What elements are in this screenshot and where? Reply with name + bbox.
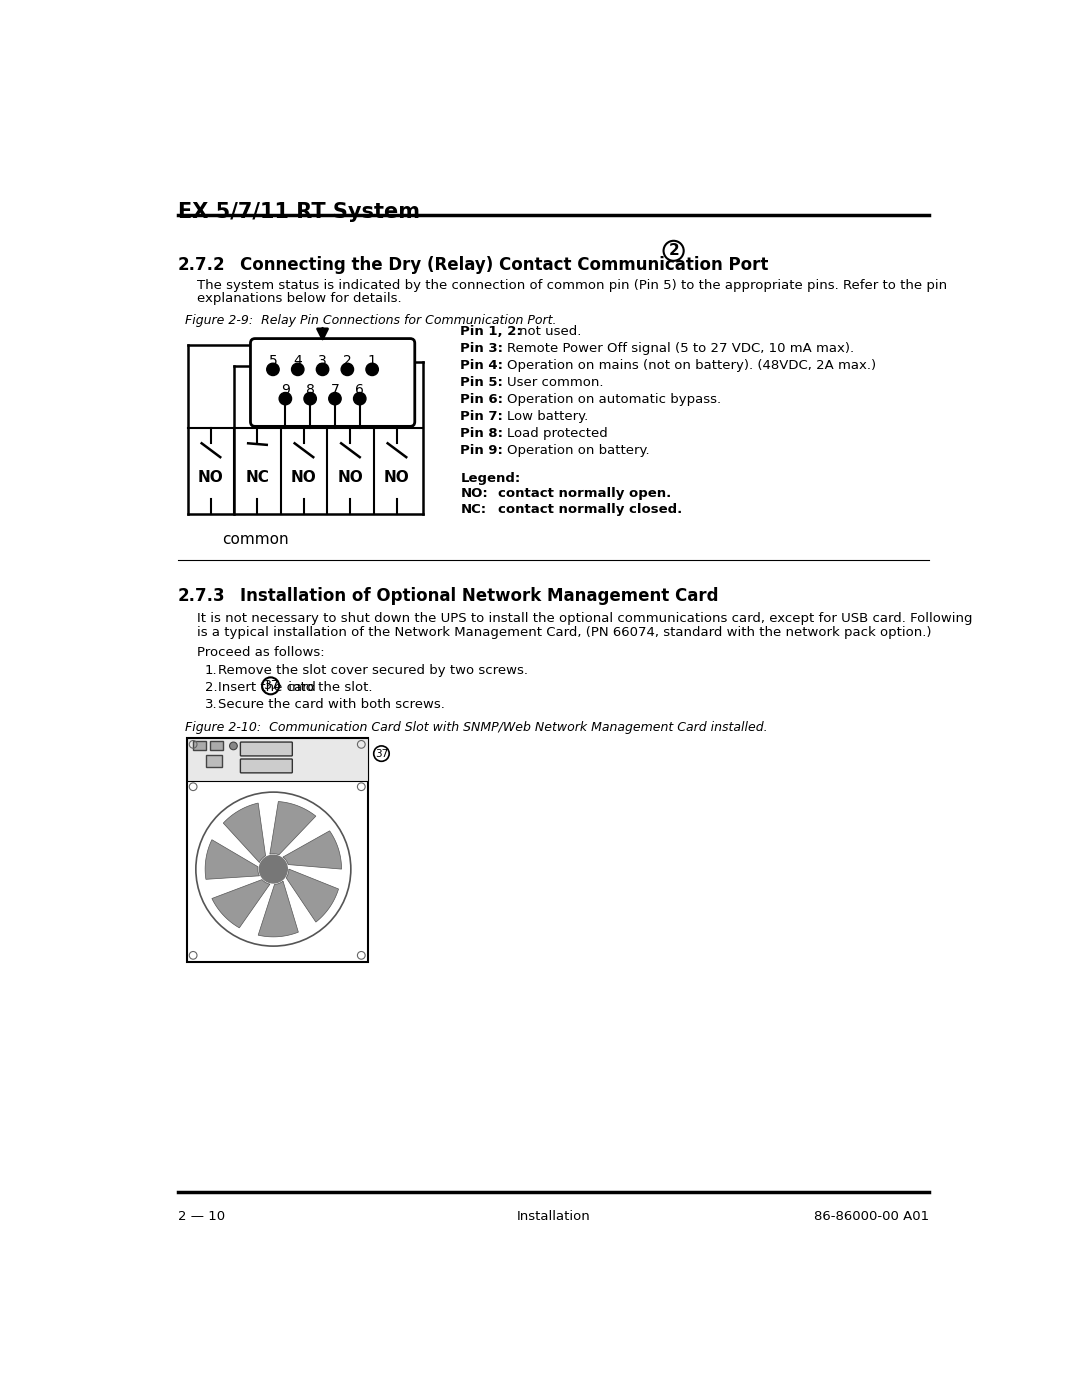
Bar <box>193 740 205 750</box>
Text: Pin 3:: Pin 3: <box>460 342 503 355</box>
Text: 2.7.3: 2.7.3 <box>177 587 226 605</box>
Bar <box>206 756 221 767</box>
Bar <box>187 738 367 961</box>
Text: 3.: 3. <box>205 698 217 711</box>
Polygon shape <box>224 803 266 862</box>
Text: Pin 7:: Pin 7: <box>460 411 503 423</box>
Text: Pin 1, 2:: Pin 1, 2: <box>460 326 523 338</box>
Circle shape <box>353 393 366 405</box>
Circle shape <box>341 363 353 376</box>
Circle shape <box>303 393 316 405</box>
Text: 8: 8 <box>306 383 314 397</box>
Text: NO: NO <box>198 469 224 485</box>
Text: Load protected: Load protected <box>507 427 608 440</box>
Circle shape <box>230 742 238 750</box>
Text: 4: 4 <box>294 353 302 367</box>
FancyBboxPatch shape <box>241 759 293 773</box>
Text: NO: NO <box>292 469 316 485</box>
Text: 2: 2 <box>343 353 352 367</box>
Text: not used.: not used. <box>518 326 581 338</box>
FancyBboxPatch shape <box>251 338 415 426</box>
Bar <box>187 738 367 781</box>
Text: NC: NC <box>245 469 269 485</box>
Text: 7: 7 <box>330 383 339 397</box>
Text: 2 — 10: 2 — 10 <box>177 1210 225 1224</box>
Circle shape <box>279 393 292 405</box>
Text: Proceed as follows:: Proceed as follows: <box>197 645 325 659</box>
Text: NO:: NO: <box>460 488 488 500</box>
Text: Pin 5:: Pin 5: <box>460 376 503 390</box>
Polygon shape <box>205 840 259 879</box>
Text: 6: 6 <box>355 383 364 397</box>
Polygon shape <box>283 831 341 869</box>
Polygon shape <box>286 869 338 922</box>
FancyBboxPatch shape <box>241 742 293 756</box>
Text: Installation: Installation <box>516 1210 591 1224</box>
Text: common: common <box>221 532 288 546</box>
Text: 2.7.2: 2.7.2 <box>177 256 226 274</box>
Text: explanations below for details.: explanations below for details. <box>197 292 402 306</box>
Circle shape <box>259 855 287 883</box>
Circle shape <box>316 363 328 376</box>
Text: The system status is indicated by the connection of common pin (Pin 5) to the ap: The system status is indicated by the co… <box>197 279 947 292</box>
Text: Pin 9:: Pin 9: <box>460 444 503 457</box>
Text: Operation on automatic bypass.: Operation on automatic bypass. <box>507 393 721 407</box>
Circle shape <box>328 393 341 405</box>
Text: 3: 3 <box>319 353 327 367</box>
Text: Secure the card with both screws.: Secure the card with both screws. <box>218 698 445 711</box>
Text: Connecting the Dry (Relay) Contact Communication Port: Connecting the Dry (Relay) Contact Commu… <box>240 256 768 274</box>
Text: Pin 6:: Pin 6: <box>460 393 503 407</box>
Text: contact normally open.: contact normally open. <box>498 488 671 500</box>
Text: Legend:: Legend: <box>460 472 521 485</box>
Text: is a typical installation of the Network Management Card, (PN 66074, standard wi: is a typical installation of the Network… <box>197 626 931 638</box>
Circle shape <box>366 363 378 376</box>
Text: 37: 37 <box>262 679 279 693</box>
Text: Remote Power Off signal (5 to 27 VDC, 10 mA max).: Remote Power Off signal (5 to 27 VDC, 10… <box>507 342 854 355</box>
Text: Low battery.: Low battery. <box>507 411 589 423</box>
Text: contact normally closed.: contact normally closed. <box>498 503 681 515</box>
Text: Installation of Optional Network Management Card: Installation of Optional Network Managem… <box>240 587 718 605</box>
Text: 1.: 1. <box>205 665 217 678</box>
Text: 86-86000-00 A01: 86-86000-00 A01 <box>814 1210 930 1224</box>
Text: Operation on battery.: Operation on battery. <box>507 444 650 457</box>
Text: 37: 37 <box>375 749 388 759</box>
Text: Insert the card: Insert the card <box>218 682 320 694</box>
Circle shape <box>292 363 303 376</box>
Circle shape <box>267 363 279 376</box>
Text: Pin 8:: Pin 8: <box>460 427 503 440</box>
Text: 9: 9 <box>281 383 289 397</box>
Bar <box>211 740 222 750</box>
Text: NC:: NC: <box>460 503 487 515</box>
Text: Figure 2-9:  Relay Pin Connections for Communication Port.: Figure 2-9: Relay Pin Connections for Co… <box>186 314 557 327</box>
Polygon shape <box>212 880 270 928</box>
Text: EX 5/7/11 RT System: EX 5/7/11 RT System <box>177 203 420 222</box>
Text: NO: NO <box>384 469 409 485</box>
Text: Figure 2-10:  Communication Card Slot with SNMP/Web Network Management Card inst: Figure 2-10: Communication Card Slot wit… <box>186 721 768 735</box>
Text: NO: NO <box>338 469 363 485</box>
Text: Remove the slot cover secured by two screws.: Remove the slot cover secured by two scr… <box>218 665 528 678</box>
Text: 2.: 2. <box>205 682 217 694</box>
Text: 5: 5 <box>269 353 278 367</box>
Text: User common.: User common. <box>507 376 604 390</box>
Text: It is not necessary to shut down the UPS to install the optional communications : It is not necessary to shut down the UPS… <box>197 612 972 624</box>
Text: Pin 4:: Pin 4: <box>460 359 503 373</box>
Text: 2: 2 <box>669 243 679 258</box>
Text: 1: 1 <box>367 353 377 367</box>
Text: into the slot.: into the slot. <box>284 682 373 694</box>
Polygon shape <box>258 882 298 937</box>
Polygon shape <box>270 802 315 855</box>
Text: Operation on mains (not on battery). (48VDC, 2A max.): Operation on mains (not on battery). (48… <box>507 359 876 373</box>
